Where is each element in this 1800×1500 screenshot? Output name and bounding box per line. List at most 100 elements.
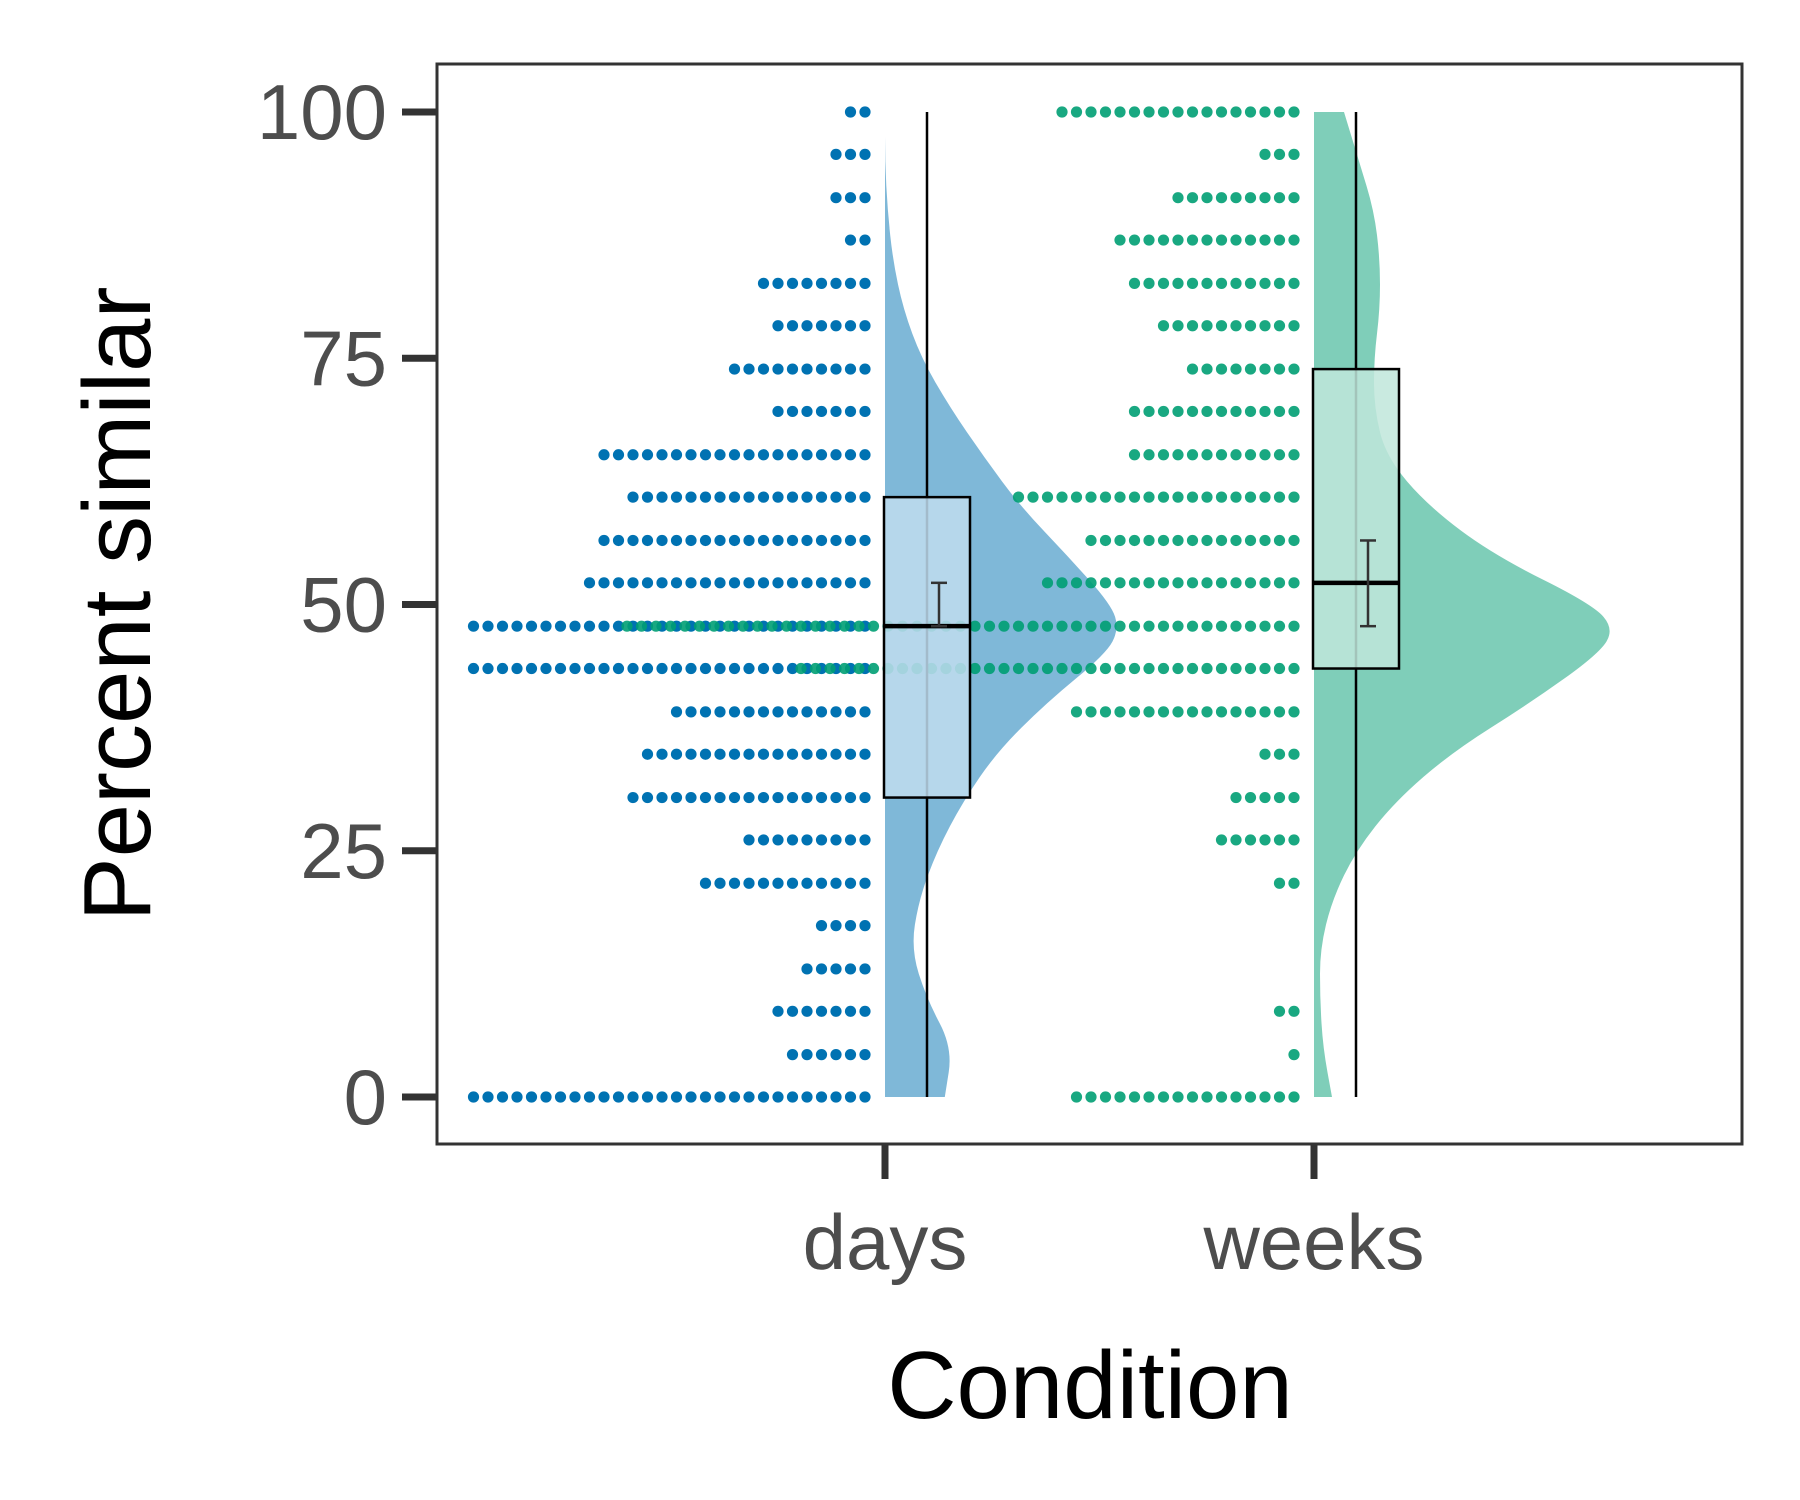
dot-days xyxy=(815,1005,828,1017)
dot-days xyxy=(467,1091,480,1103)
dot-weeks xyxy=(795,620,807,632)
dot-weeks xyxy=(1288,877,1300,889)
dot-weeks xyxy=(1201,234,1213,246)
dot-weeks xyxy=(1128,106,1141,118)
dot-days xyxy=(859,834,871,846)
dot-days xyxy=(859,1005,871,1017)
dot-days xyxy=(830,363,842,375)
dot-weeks xyxy=(1230,620,1242,632)
dot-weeks xyxy=(1288,834,1300,846)
dot-weeks xyxy=(1273,449,1286,461)
dot-weeks xyxy=(1259,620,1271,632)
dot-days xyxy=(801,748,813,760)
dot-days xyxy=(685,748,697,760)
dot-days xyxy=(757,662,770,675)
dot-weeks xyxy=(1259,405,1271,418)
dot-weeks xyxy=(1288,277,1300,289)
dot-days xyxy=(859,534,871,547)
dot-days xyxy=(554,1091,567,1103)
dot-days xyxy=(612,534,625,547)
dot-days xyxy=(772,834,784,846)
dot-weeks xyxy=(1230,106,1242,118)
dot-days xyxy=(830,277,842,289)
dot-weeks xyxy=(1244,106,1257,118)
dot-weeks xyxy=(1172,706,1184,718)
dot-days xyxy=(699,449,712,461)
dot-days xyxy=(743,662,755,675)
dot-weeks xyxy=(1244,405,1257,418)
dot-weeks xyxy=(1288,106,1300,118)
dot-weeks xyxy=(1201,449,1213,461)
dot-weeks xyxy=(1012,662,1025,675)
dot-days xyxy=(656,534,668,547)
dot-days xyxy=(772,662,784,675)
dot-days xyxy=(757,577,770,589)
dot-days xyxy=(641,577,654,589)
dot-weeks xyxy=(1201,534,1213,547)
dot-days xyxy=(772,1091,784,1103)
dot-weeks xyxy=(838,662,851,675)
dot-weeks xyxy=(1157,234,1170,246)
dot-weeks xyxy=(809,662,822,675)
dot-weeks xyxy=(1259,449,1271,461)
dot-weeks xyxy=(1201,320,1213,332)
dot-days xyxy=(859,577,871,589)
dot-weeks xyxy=(1085,491,1097,503)
dot-weeks xyxy=(1186,491,1199,503)
dot-weeks xyxy=(1172,277,1184,289)
dot-days xyxy=(786,491,799,503)
dot-weeks xyxy=(1273,234,1286,246)
dot-days xyxy=(801,706,813,718)
dot-weeks xyxy=(1215,706,1228,718)
dot-days xyxy=(859,449,871,461)
dot-days xyxy=(786,706,799,718)
dot-weeks xyxy=(1099,106,1112,118)
dot-days xyxy=(859,491,871,503)
dot-days xyxy=(743,706,755,718)
dot-days xyxy=(598,449,610,461)
dot-weeks xyxy=(1259,706,1271,718)
dot-days xyxy=(728,748,741,760)
dot-weeks xyxy=(1215,662,1228,675)
dot-days xyxy=(757,834,770,846)
dot-days xyxy=(786,449,799,461)
dot-days xyxy=(670,1091,683,1103)
dot-days xyxy=(830,449,842,461)
dot-weeks xyxy=(1215,834,1228,846)
dot-weeks xyxy=(1244,491,1257,503)
dot-days xyxy=(786,1091,799,1103)
dot-weeks xyxy=(1201,1091,1213,1103)
density-weeks xyxy=(1314,112,1610,1097)
dot-weeks xyxy=(795,662,807,675)
dot-days xyxy=(801,1049,813,1061)
dot-days xyxy=(830,706,842,718)
dot-days xyxy=(612,662,625,675)
dot-days xyxy=(859,920,871,932)
dot-days xyxy=(844,234,857,246)
dot-days xyxy=(815,277,828,289)
dot-weeks xyxy=(1244,577,1257,589)
dot-weeks xyxy=(1085,534,1097,547)
dot-days xyxy=(859,877,871,889)
dot-days xyxy=(844,449,857,461)
dot-weeks xyxy=(1288,192,1300,204)
dot-days xyxy=(815,1049,828,1061)
dot-days xyxy=(859,405,871,418)
dot-weeks xyxy=(1085,1091,1097,1103)
x-axis-title: Condition xyxy=(887,1332,1293,1439)
dot-days xyxy=(612,449,625,461)
dot-days xyxy=(859,963,871,975)
dot-weeks xyxy=(1244,192,1257,204)
dot-days xyxy=(801,449,813,461)
dot-days xyxy=(859,363,871,375)
dot-weeks xyxy=(1259,320,1271,332)
dot-weeks xyxy=(1172,577,1184,589)
dot-weeks xyxy=(1157,106,1170,118)
dots-layer xyxy=(467,106,1300,1103)
dot-weeks xyxy=(1070,491,1083,503)
dot-days xyxy=(757,706,770,718)
dot-days xyxy=(656,1091,668,1103)
dot-days xyxy=(467,662,480,675)
dot-days xyxy=(757,1091,770,1103)
dot-days xyxy=(598,534,610,547)
